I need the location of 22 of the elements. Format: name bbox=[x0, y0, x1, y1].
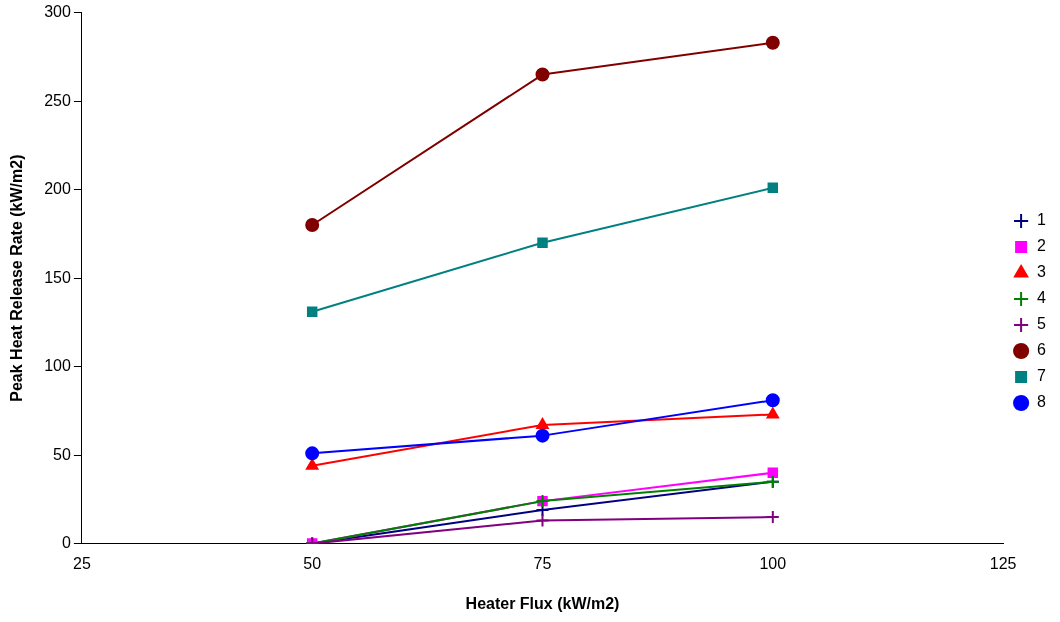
legend-label: 8 bbox=[1037, 393, 1047, 411]
y-axis-title: Peak Heat Release Rate (kW/m2) bbox=[8, 154, 26, 402]
y-tick-label: 200 bbox=[44, 180, 71, 198]
x-tick-label: 25 bbox=[73, 554, 91, 572]
legend-label: 2 bbox=[1037, 237, 1047, 255]
y-tick-label: 100 bbox=[44, 357, 71, 375]
y-tick-label: 50 bbox=[53, 445, 71, 463]
legend-label: 7 bbox=[1037, 367, 1047, 385]
y-tick-label: 150 bbox=[44, 268, 71, 286]
y-tick-label: 0 bbox=[61, 534, 71, 552]
x-axis-title: Heater Flux (kW/m2) bbox=[465, 594, 620, 612]
legend-label: 4 bbox=[1037, 289, 1047, 307]
y-tick-label: 250 bbox=[44, 91, 71, 109]
x-tick-label: 125 bbox=[989, 554, 1017, 572]
legend-label: 5 bbox=[1037, 315, 1047, 333]
x-tick-label: 50 bbox=[303, 554, 322, 572]
legend-label: 1 bbox=[1037, 211, 1047, 229]
legend-label: 3 bbox=[1037, 263, 1047, 281]
x-tick-label: 100 bbox=[759, 554, 787, 572]
legend-label: 6 bbox=[1037, 341, 1047, 359]
x-tick-label: 75 bbox=[533, 554, 552, 572]
y-tick-label: 300 bbox=[44, 3, 71, 21]
